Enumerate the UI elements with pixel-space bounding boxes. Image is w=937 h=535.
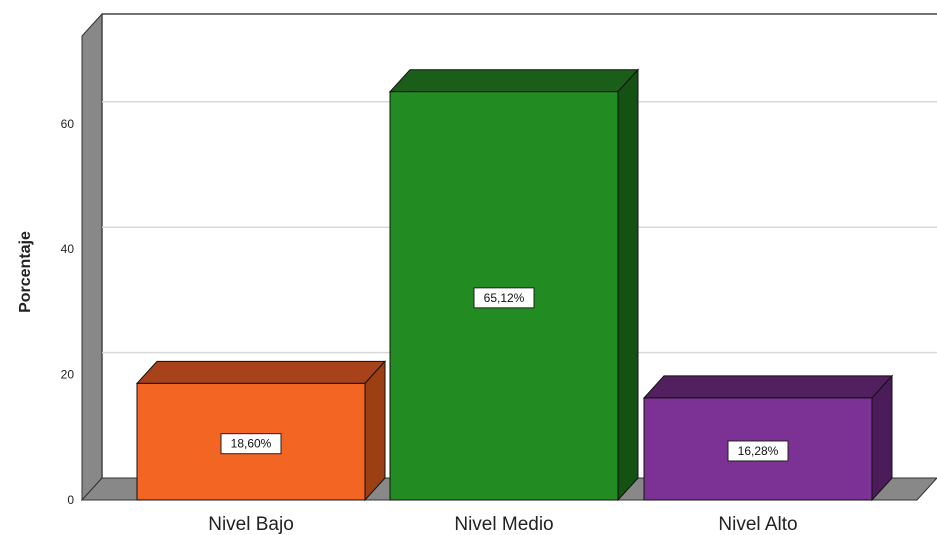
y-axis-title: Porcentaje — [17, 231, 34, 313]
data-label: 65,12% — [473, 287, 535, 309]
y-tick-label: 60 — [61, 117, 75, 131]
x-category-label: Nivel Alto — [718, 514, 797, 535]
x-axis-labels: Nivel Bajo Nivel Medio Nivel Alto — [208, 514, 797, 535]
data-label-box — [727, 440, 789, 462]
data-label-text: 65,12% — [484, 291, 525, 305]
data-label-text: 18,60% — [231, 437, 272, 451]
data-label: 16,28% — [727, 440, 789, 462]
y-tick-label: 40 — [61, 242, 75, 256]
x-category-label: Nivel Bajo — [208, 514, 294, 535]
bars: 18,60% 65,12% 16,28% — [135, 68, 894, 502]
data-label-box — [473, 287, 535, 309]
data-label: 18,60% — [220, 433, 282, 455]
bar-nivel-alto: 16,28% — [642, 374, 894, 502]
bar-top — [642, 375, 894, 399]
y-axis-ticks: 0 20 40 60 — [61, 117, 75, 507]
y-tick-label: 20 — [61, 368, 75, 382]
bar-side — [617, 68, 639, 502]
bar-nivel-bajo: 18,60% — [135, 360, 387, 502]
data-label-box — [220, 433, 282, 455]
bar-top — [388, 69, 640, 93]
bar-side — [871, 374, 893, 502]
bar-top — [135, 360, 387, 384]
data-label-text: 16,28% — [738, 444, 779, 458]
bar-side — [364, 360, 386, 502]
y-tick-label: 0 — [67, 493, 74, 507]
bar-nivel-medio: 65,12% — [388, 68, 640, 502]
left-wall — [81, 12, 103, 502]
x-category-label: Nivel Medio — [454, 514, 553, 535]
